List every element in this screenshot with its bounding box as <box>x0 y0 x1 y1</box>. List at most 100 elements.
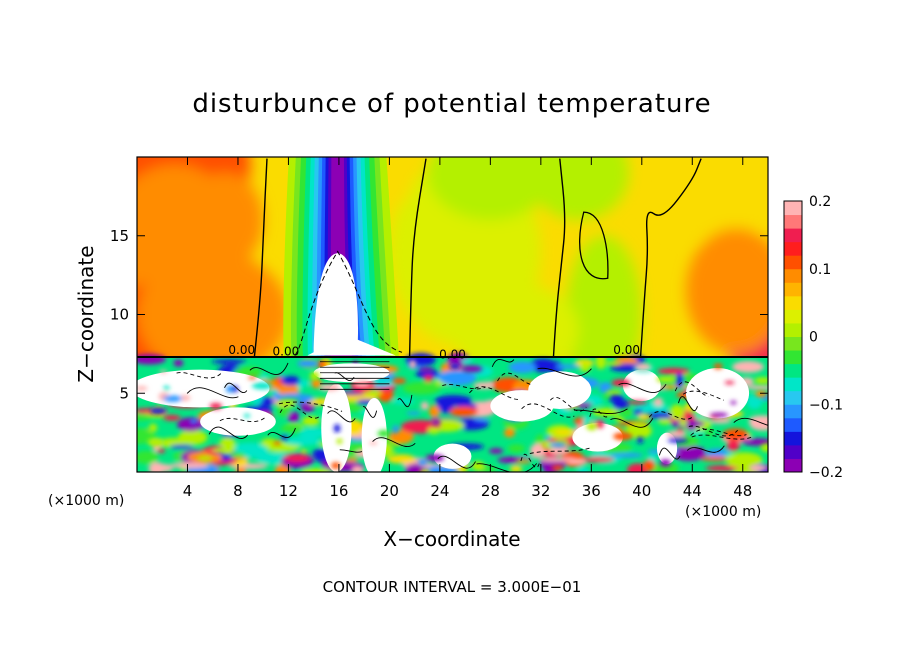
colorbar-tick-label: −0.2 <box>809 465 843 481</box>
lower-contour <box>278 401 343 412</box>
colorbar-swatch <box>784 431 802 446</box>
y-tick-label: 5 <box>119 384 129 402</box>
colorbar-swatch <box>784 336 802 351</box>
lower-contour <box>648 411 693 420</box>
lower-contour <box>339 449 363 453</box>
lower-contour <box>279 404 320 419</box>
zero-contour-left <box>253 158 268 358</box>
lower-field <box>137 352 768 472</box>
colorbar-swatch <box>784 214 802 229</box>
contour-label: 0.00 <box>273 344 300 358</box>
x-tick-label: 40 <box>632 482 651 500</box>
upper-field <box>137 157 768 357</box>
zero-contour-right-outer <box>552 158 566 358</box>
contour-label: 0.00 <box>439 348 466 362</box>
lower-contour <box>476 463 538 472</box>
y-axis: 5 10 15 <box>110 227 768 402</box>
x-tick-label: 24 <box>430 482 449 500</box>
lower-contour <box>521 403 575 418</box>
colorbar-swatch <box>784 295 802 310</box>
lower-contour <box>442 384 486 390</box>
contour-interval-label: CONTOUR INTERVAL = 3.000E−01 <box>323 578 582 596</box>
chart-title: disturbunce of potential temperature <box>192 89 711 119</box>
contour-label: 0.00 <box>613 343 640 357</box>
colorbar-tick-label: −0.1 <box>809 397 843 413</box>
lower-contour <box>618 382 667 393</box>
x-tick-label: 16 <box>329 482 348 500</box>
lower-contour <box>529 447 592 455</box>
x-tick-label: 48 <box>733 482 752 500</box>
lower-contour <box>267 427 296 439</box>
colorbar-frame <box>783 200 803 473</box>
x-tick-label: 8 <box>233 482 243 500</box>
dashed-contour-plume <box>294 250 403 356</box>
colorbar-swatch <box>784 363 802 378</box>
colorbar-swatch <box>784 404 802 419</box>
lower-contour <box>658 447 681 460</box>
lower-contour <box>327 410 356 423</box>
lower-contour <box>224 382 248 393</box>
colorbar-swatch <box>784 390 802 405</box>
lower-contour <box>573 408 628 414</box>
contour-label: 0.00 <box>228 343 255 357</box>
colorbar-swatch <box>784 268 802 283</box>
lower-contour <box>691 434 753 440</box>
lower-contour <box>610 418 654 428</box>
colorbar-swatch <box>784 309 802 324</box>
contour-lines: 0.00 0.00 0.00 0.00 <box>137 158 768 472</box>
colorbar-swatch <box>784 228 802 243</box>
colorbar-swatch <box>784 444 802 459</box>
x-tick-label: 32 <box>531 482 550 500</box>
lower-contour <box>589 408 609 418</box>
x-axis: 4 8 12 16 20 24 28 32 36 40 44 48 <box>183 157 752 500</box>
lower-contour <box>682 390 724 401</box>
x-unit-left: (×1000 m) <box>48 493 124 509</box>
lower-contour <box>690 428 747 437</box>
colorbar-swatch <box>784 282 802 297</box>
lower-contour <box>372 437 416 447</box>
x-tick-label: 44 <box>683 482 702 500</box>
lower-contour <box>219 416 266 423</box>
lower-contour <box>362 406 378 418</box>
x-tick-label: 12 <box>279 482 298 500</box>
lower-contour <box>549 397 587 412</box>
lower-contour <box>520 453 540 468</box>
colorbar-swatch <box>784 241 802 256</box>
cold-plume <box>283 157 399 357</box>
colorbar-swatch <box>784 322 802 337</box>
colorbar-swatch <box>784 458 802 473</box>
x-unit-right: (×1000 m) <box>685 504 761 520</box>
lower-contour <box>491 358 515 368</box>
lower-contour <box>537 367 592 377</box>
colorbar-swatch <box>784 255 802 270</box>
y-axis-label: Z−coordinate <box>74 245 98 382</box>
colorbar-swatch <box>784 417 802 432</box>
x-tick-label: 20 <box>380 482 399 500</box>
lower-contour <box>678 396 698 412</box>
colorbar-tick-label: 0 <box>809 330 818 346</box>
lower-contour <box>674 381 709 398</box>
zero-contour-right-inner <box>639 158 702 358</box>
lower-contour <box>186 387 239 399</box>
lower-contour <box>249 362 289 375</box>
lower-contour <box>176 372 223 379</box>
x-tick-label: 4 <box>183 482 193 500</box>
x-tick-label: 36 <box>582 482 601 500</box>
colorbar-swatch <box>784 350 802 365</box>
y-tick-label: 10 <box>110 306 129 324</box>
lower-contour <box>733 417 768 426</box>
zero-contour-center <box>408 158 427 358</box>
colorbar-tick-label: 0.1 <box>809 262 831 278</box>
colorbar-tick-label: 0.2 <box>809 194 831 210</box>
colorbar-swatch <box>784 377 802 392</box>
zero-contour-loop <box>579 211 609 280</box>
lower-contour <box>686 445 725 453</box>
lower-contour <box>397 394 413 408</box>
x-axis-label: X−coordinate <box>383 527 520 551</box>
x-tick-label: 28 <box>481 482 500 500</box>
y-tick-label: 15 <box>110 227 129 245</box>
plot-field <box>137 157 768 472</box>
lower-contour <box>437 455 476 469</box>
